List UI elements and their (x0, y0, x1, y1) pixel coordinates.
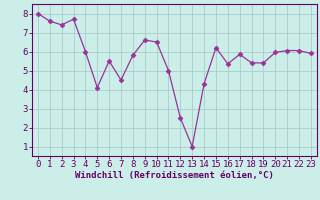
X-axis label: Windchill (Refroidissement éolien,°C): Windchill (Refroidissement éolien,°C) (75, 171, 274, 180)
